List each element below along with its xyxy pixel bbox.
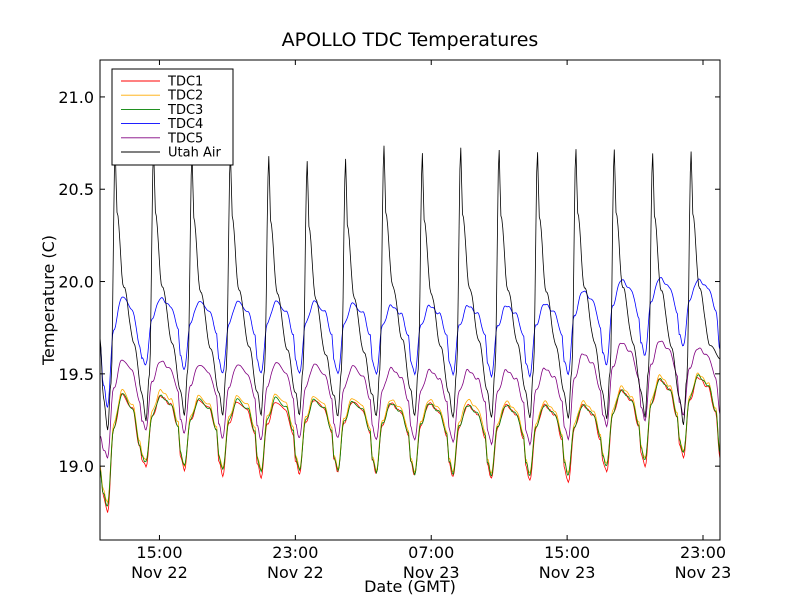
legend-label-tdc1: TDC1 <box>167 75 203 90</box>
x-tick-date-label: Nov 23 <box>403 563 460 582</box>
legend-label-tdc5: TDC5 <box>167 131 203 146</box>
series-line-tdc2 <box>99 372 721 504</box>
y-tick-label: 20.0 <box>58 273 94 292</box>
y-axis-label: Temperature (C) <box>39 235 58 366</box>
chart-title: APOLLO TDC Temperatures <box>282 29 539 51</box>
x-tick-date-label: Nov 23 <box>539 563 596 582</box>
x-tick-time-label: 23:00 <box>680 543 726 562</box>
legend-label-tdc4: TDC4 <box>167 117 203 132</box>
x-axis-label: Date (GMT) <box>364 577 456 596</box>
series-line-utah-air <box>99 145 721 431</box>
x-tick-time-label: 07:00 <box>408 543 454 562</box>
series-layer <box>99 145 721 513</box>
legend-label-utah-air: Utah Air <box>168 146 221 161</box>
x-tick-time-label: 15:00 <box>544 543 590 562</box>
series-line-tdc5 <box>99 340 721 459</box>
legend-box <box>111 68 234 166</box>
y-tick-label: 21.0 <box>58 88 94 107</box>
plot-frame <box>99 59 721 541</box>
series-line-tdc3 <box>99 374 721 507</box>
y-tick-label: 19.5 <box>58 365 94 384</box>
x-tick-date-label: Nov 23 <box>675 563 732 582</box>
y-tick-label: 19.0 <box>58 457 94 476</box>
x-tick-time-label: 23:00 <box>272 543 318 562</box>
y-tick-label: 20.5 <box>58 180 94 199</box>
x-tick-time-label: 15:00 <box>136 543 182 562</box>
x-tick-date-label: Nov 22 <box>267 563 324 582</box>
legend-label-tdc3: TDC3 <box>167 103 203 118</box>
x-tick-date-label: Nov 22 <box>131 563 188 582</box>
legend-label-tdc2: TDC2 <box>167 89 203 104</box>
